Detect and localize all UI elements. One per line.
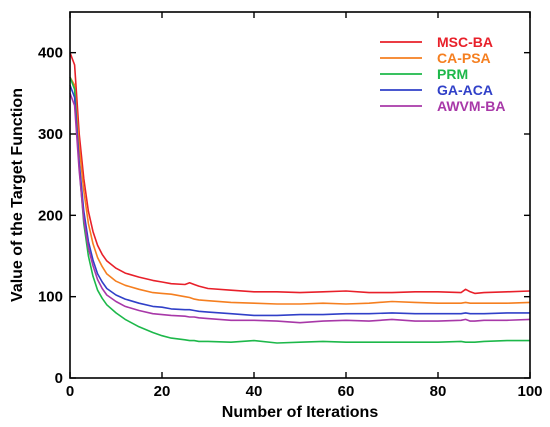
series-layer <box>69 52 531 344</box>
plot-frame <box>69 11 531 379</box>
x-tick-label: 100 <box>517 383 542 400</box>
legend-label-msc-ba: MSC-BA <box>437 34 493 50</box>
y-tick-label: 300 <box>38 126 63 143</box>
legend-label-awvm-ba: AWVM-BA <box>437 98 505 114</box>
y-tick-label: 400 <box>38 45 63 62</box>
series-line-ga-aca <box>69 84 530 317</box>
x-tick-label: 0 <box>66 383 74 400</box>
x-tick-label: 80 <box>430 383 447 400</box>
y-axis-title: Value of the Target Function <box>9 88 26 302</box>
x-tick-label: 40 <box>246 383 263 400</box>
legend-label-ga-aca: GA-ACA <box>437 82 493 98</box>
axes-layer: 0 20 40 60 80 100 0 100 200 300 400 <box>38 11 543 400</box>
x-axis-title: Number of Iterations <box>222 404 379 421</box>
series-line-ca-psa <box>69 76 531 305</box>
legend-label-prm: PRM <box>437 66 468 82</box>
x-tick-label: 20 <box>154 383 171 400</box>
x-tick-label: 60 <box>338 383 355 400</box>
y-tick-label: 0 <box>55 370 63 387</box>
y-tick-label: 100 <box>38 289 63 306</box>
legend-label-ca-psa: CA-PSA <box>437 50 491 66</box>
series-line-prm <box>69 76 530 344</box>
series-line-awvm-ba <box>69 93 531 324</box>
y-tick-label: 200 <box>38 207 63 224</box>
series-line-msc-ba <box>69 52 531 295</box>
